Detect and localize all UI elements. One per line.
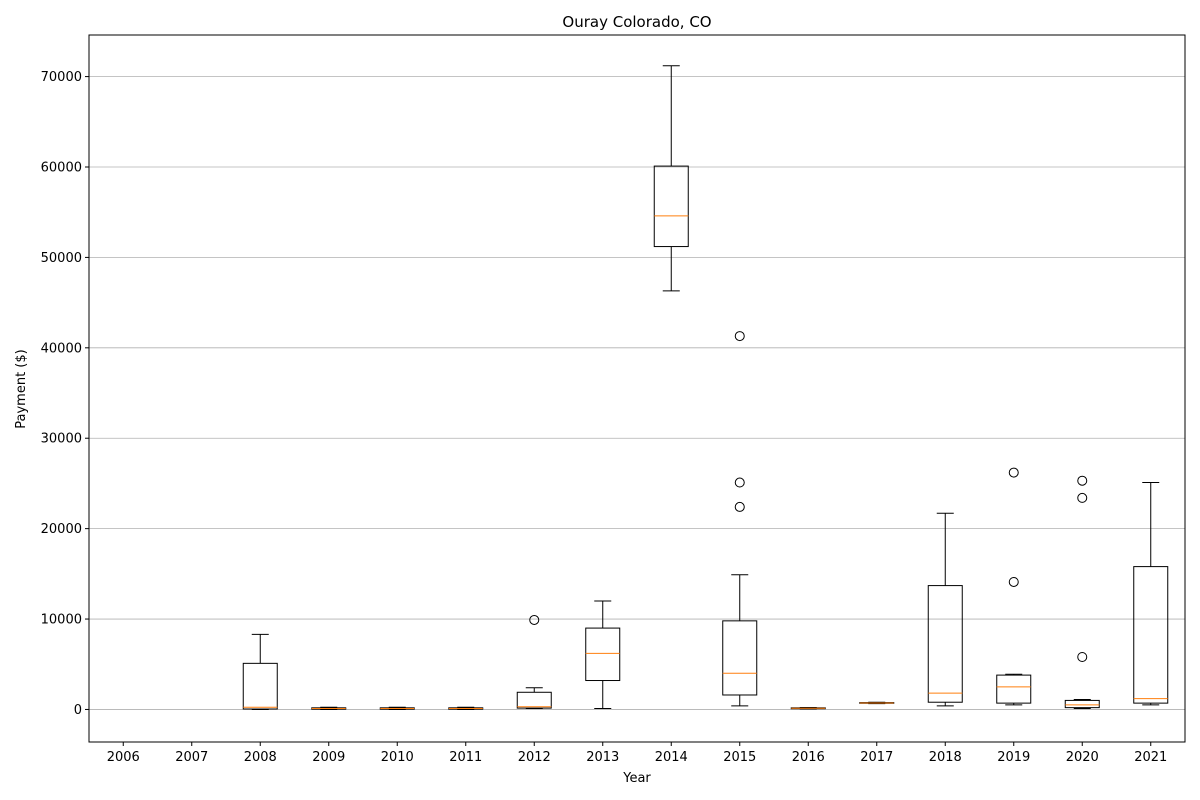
box-2009 (311, 706, 347, 710)
outlier-point (734, 477, 745, 488)
y-tick-label: 0 (74, 703, 82, 718)
iqr-box (585, 627, 621, 682)
iqr-box (927, 585, 963, 703)
x-tick-label: 2007 (175, 750, 208, 765)
y-tick-label: 60000 (41, 160, 82, 175)
outlier-point (734, 331, 745, 342)
y-axis-ticks: 0 10000 20000 30000 40000 50000 60000 70000 (41, 70, 89, 718)
y-tick-label: 50000 (41, 251, 82, 266)
box-2016 (790, 706, 826, 710)
box-2012 (516, 614, 552, 710)
outlier-point (1077, 492, 1088, 503)
x-tick-label: 2020 (1066, 750, 1099, 765)
outlier-point (1008, 467, 1019, 478)
x-tick-label: 2011 (449, 750, 482, 765)
plot-background (89, 35, 1185, 742)
x-tick-label: 2019 (997, 750, 1030, 765)
boxes (242, 65, 1169, 710)
x-tick-label: 2013 (586, 750, 619, 765)
outlier-point (734, 501, 745, 512)
box-2013 (585, 600, 621, 710)
x-tick-label: 2018 (929, 750, 962, 765)
iqr-box (1064, 699, 1100, 709)
x-tick-label: 2009 (312, 750, 345, 765)
iqr-box (653, 165, 689, 248)
iqr-box (996, 674, 1032, 704)
iqr-box (722, 620, 758, 696)
y-tick-label: 30000 (41, 432, 82, 447)
box-2014 (653, 65, 689, 292)
outlier-point (1008, 576, 1019, 587)
x-tick-label: 2014 (655, 750, 688, 765)
box-2018 (927, 512, 963, 707)
y-tick-label: 70000 (41, 70, 82, 85)
outlier-point (529, 614, 540, 625)
x-tick-label: 2008 (244, 750, 277, 765)
plot-frame (88, 34, 1186, 743)
iqr-box (516, 691, 552, 709)
box-2017 (859, 701, 895, 705)
chart-title: Ouray Colorado, CO (562, 13, 711, 31)
x-axis-ticks: 2006 2007 2008 2009 2010 2011 2012 2013 2014 2015… (107, 742, 1167, 765)
y-tick-label: 40000 (41, 341, 82, 356)
box-2019 (996, 467, 1032, 706)
iqr-box (242, 662, 278, 710)
x-tick-label: 2012 (518, 750, 551, 765)
grid-lines (89, 76, 1185, 710)
box-2010 (379, 706, 415, 710)
x-tick-label: 2016 (792, 750, 825, 765)
box-2008 (242, 633, 278, 710)
y-axis-title: Payment ($) (14, 349, 29, 428)
x-tick-label: 2017 (860, 750, 893, 765)
box-2020 (1064, 475, 1100, 710)
x-tick-label: 2010 (381, 750, 414, 765)
x-tick-label: 2006 (107, 750, 140, 765)
outlier-point (1077, 475, 1088, 486)
iqr-box (1133, 566, 1169, 704)
y-tick-label: 10000 (41, 613, 82, 628)
outlier-point (1077, 652, 1088, 663)
x-axis-title: Year (622, 771, 651, 786)
box-2011 (448, 706, 484, 710)
x-tick-label: 2021 (1134, 750, 1167, 765)
box-2021 (1133, 482, 1169, 706)
box-2015 (722, 331, 758, 707)
y-tick-label: 20000 (41, 522, 82, 537)
x-tick-label: 2015 (723, 750, 756, 765)
